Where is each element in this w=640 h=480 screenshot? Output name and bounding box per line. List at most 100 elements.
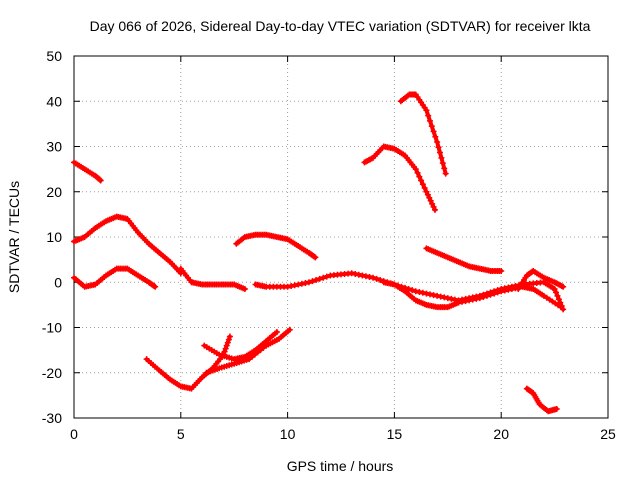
data-series bbox=[71, 91, 567, 415]
data-point bbox=[298, 280, 305, 287]
data-point bbox=[436, 149, 443, 156]
data-point bbox=[414, 169, 421, 176]
data-point bbox=[429, 200, 436, 207]
data-point bbox=[431, 206, 438, 213]
series-arc-01 bbox=[71, 159, 104, 184]
data-point bbox=[96, 176, 103, 183]
data-point bbox=[469, 296, 476, 303]
data-point bbox=[430, 128, 437, 135]
data-point bbox=[560, 283, 567, 290]
data-point bbox=[428, 123, 435, 130]
data-point bbox=[441, 165, 448, 172]
data-point bbox=[152, 283, 159, 290]
data-point bbox=[302, 280, 309, 287]
data-point bbox=[553, 405, 560, 412]
data-point bbox=[435, 144, 442, 151]
data-point bbox=[223, 342, 230, 349]
data-point bbox=[473, 295, 480, 302]
y-tick-label: 20 bbox=[46, 184, 62, 200]
data-point bbox=[476, 295, 483, 302]
data-point bbox=[288, 283, 295, 290]
data-point bbox=[352, 270, 359, 277]
data-point bbox=[554, 292, 561, 299]
data-point bbox=[444, 295, 451, 302]
series-arc-13 bbox=[423, 245, 505, 274]
data-point bbox=[419, 181, 426, 188]
data-point bbox=[558, 304, 565, 311]
x-tick-label: 5 bbox=[177, 426, 185, 442]
data-point bbox=[555, 296, 562, 303]
x-tick-label: 0 bbox=[70, 426, 78, 442]
y-axis-label: SDTVAR / TECUs bbox=[6, 181, 22, 293]
data-point bbox=[442, 170, 449, 177]
data-point bbox=[494, 289, 501, 296]
data-point bbox=[295, 281, 302, 288]
y-tick-label: 40 bbox=[46, 93, 62, 109]
data-point bbox=[412, 166, 419, 173]
data-point bbox=[409, 287, 416, 294]
series-arc-10 bbox=[361, 143, 438, 213]
y-tick-label: 50 bbox=[46, 48, 62, 64]
data-point bbox=[97, 177, 104, 184]
y-tick-labels: -30 -20 -10 0 10 20 30 40 50 bbox=[42, 48, 62, 426]
y-tick-label: 30 bbox=[46, 139, 62, 155]
series-arc-07 bbox=[201, 329, 280, 363]
data-point bbox=[305, 279, 312, 286]
data-point bbox=[405, 286, 412, 293]
data-point bbox=[309, 278, 316, 285]
data-point bbox=[438, 154, 445, 161]
series-arc-09 bbox=[252, 270, 567, 313]
data-point bbox=[323, 273, 330, 280]
x-axis-label: GPS time / hours bbox=[287, 458, 394, 474]
data-point bbox=[434, 138, 441, 145]
data-point bbox=[423, 290, 430, 297]
data-point bbox=[430, 203, 437, 210]
x-tick-label: 10 bbox=[280, 426, 296, 442]
data-point bbox=[418, 177, 425, 184]
data-point bbox=[425, 112, 432, 119]
data-point bbox=[427, 117, 433, 124]
y-tick-label: 10 bbox=[46, 229, 62, 245]
series-arc-05 bbox=[177, 265, 248, 293]
series-arc-04 bbox=[143, 333, 233, 392]
data-point bbox=[241, 286, 248, 293]
data-point bbox=[370, 274, 377, 281]
data-point bbox=[416, 289, 423, 296]
data-point bbox=[359, 272, 366, 279]
data-point bbox=[487, 291, 494, 298]
y-tick-label: -20 bbox=[42, 365, 62, 381]
data-point bbox=[412, 288, 419, 295]
data-point bbox=[416, 173, 423, 180]
data-point bbox=[421, 184, 428, 191]
data-point bbox=[291, 282, 298, 289]
data-point bbox=[151, 283, 158, 290]
data-point bbox=[483, 292, 490, 299]
axis-ticks bbox=[73, 55, 609, 419]
data-point bbox=[426, 194, 433, 201]
x-tick-labels: 0 5 10 15 20 25 bbox=[70, 426, 616, 442]
x-tick-label: 15 bbox=[387, 426, 403, 442]
data-point bbox=[448, 295, 455, 302]
series-arc-15 bbox=[523, 385, 560, 415]
series-arc-03 bbox=[71, 265, 159, 290]
y-tick-label: -30 bbox=[42, 410, 62, 426]
y-tick-label: 0 bbox=[54, 274, 62, 290]
data-point bbox=[432, 133, 439, 140]
data-point bbox=[501, 287, 508, 294]
data-point bbox=[427, 197, 434, 204]
data-point bbox=[311, 253, 318, 260]
data-point bbox=[508, 286, 515, 293]
data-point bbox=[466, 297, 473, 304]
chart-title: Day 066 of 2026, Sidereal Day-to-day VTE… bbox=[90, 18, 591, 34]
y-tick-label: -10 bbox=[42, 320, 62, 336]
data-point bbox=[498, 288, 505, 295]
data-point bbox=[439, 160, 446, 167]
data-point bbox=[313, 276, 320, 283]
data-point bbox=[222, 345, 229, 352]
data-point bbox=[423, 107, 430, 114]
data-point bbox=[480, 293, 487, 300]
data-point bbox=[226, 333, 233, 340]
data-point bbox=[225, 336, 232, 343]
series-arc-11 bbox=[397, 91, 449, 177]
